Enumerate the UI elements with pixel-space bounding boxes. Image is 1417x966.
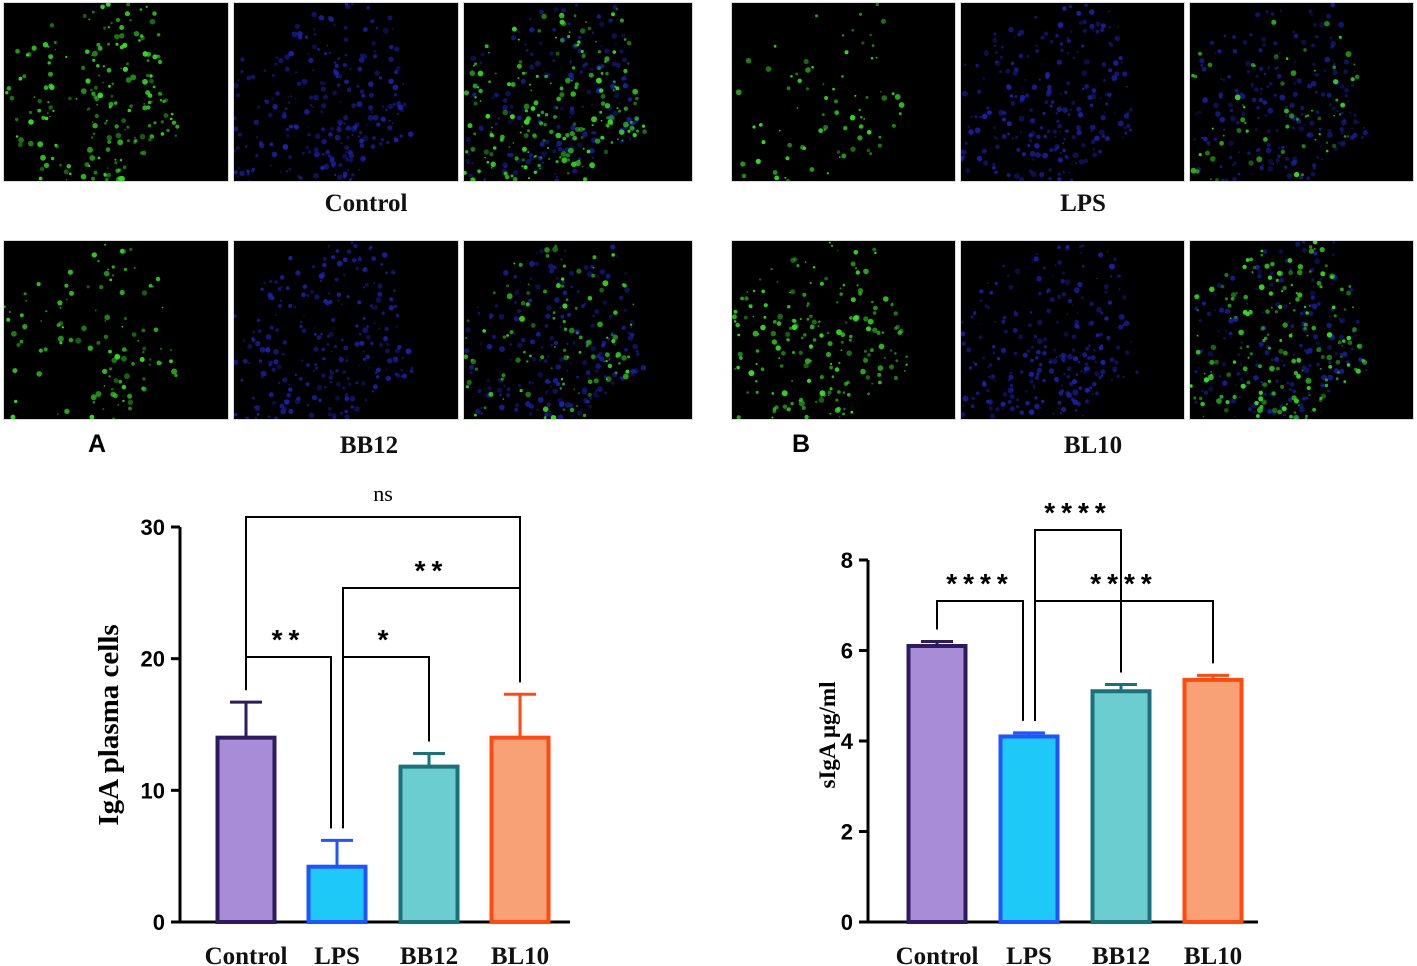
chart1-category-label: Control [205, 943, 288, 966]
micrograph-lps-merge [1189, 2, 1414, 182]
micrograph-bb12-iga [3, 240, 229, 420]
chart1-category-label: LPS [314, 943, 360, 966]
chart1-y-axis-label: IgA plasma cells [93, 624, 125, 825]
chart2-significance-bracket [1034, 529, 1122, 721]
chart2-category-label: Control [896, 943, 979, 966]
chart2-bar-lps [998, 734, 1060, 924]
chart1-tick-label: 0 [153, 910, 165, 935]
chart2-bar-bl10 [1182, 677, 1244, 924]
chart2-category-label: BL10 [1184, 943, 1242, 966]
micrograph-control-dapi [233, 2, 459, 182]
chart1-category-label: BB12 [400, 943, 458, 966]
chart2-tick-label: 2 [841, 820, 853, 845]
chart2-significance-label: **** [946, 568, 1014, 599]
chart2-significance-bracket [936, 600, 1024, 721]
chart1-significance-label: ** [272, 624, 306, 655]
micrograph-lps-dapi [960, 2, 1185, 182]
group-label-control: Control [324, 190, 408, 217]
chart1-tick-label: 20 [141, 647, 165, 672]
chart2-tick-label: 6 [841, 639, 853, 664]
chart1-tick-label: 10 [141, 778, 165, 803]
micrograph-control-merge [463, 2, 693, 182]
chart2-bar-bb12 [1090, 689, 1152, 924]
group-label-bl10: BL10 [1063, 432, 1123, 459]
micrograph-bl10-dapi [960, 240, 1185, 420]
chart1-tick-label: 30 [141, 515, 165, 540]
group-label-bb12: BB12 [339, 432, 399, 459]
chart1-significance-label: ** [415, 555, 449, 586]
chart1-bar-control [215, 735, 277, 925]
chart2-y-axis-label: sIgA μg/ml [815, 682, 840, 789]
panel-letter-b: B [792, 430, 811, 458]
group-label-lps: LPS [1060, 190, 1106, 217]
chart1-significance-bracket [245, 516, 521, 691]
chart2-significance-label: **** [1090, 568, 1158, 599]
micrograph-control-iga [3, 2, 229, 182]
chart1-significance-label: ns [373, 481, 393, 506]
chart2-tick-label: 4 [841, 729, 854, 754]
micrograph-bb12-dapi [233, 240, 459, 420]
chart2-category-label: BB12 [1092, 943, 1150, 966]
chart2-bar-control [906, 643, 968, 924]
chart2-significance-label: **** [1044, 497, 1112, 528]
chart1-significance-label: * [378, 624, 395, 655]
chart1-bar-bb12 [398, 764, 460, 925]
micrograph-bl10-merge [1189, 240, 1414, 420]
micrograph-bb12-merge [463, 240, 693, 420]
chart2-tick-label: 8 [841, 548, 853, 573]
chart1-category-label: BL10 [491, 943, 549, 966]
chart1-bar-lps [306, 864, 368, 925]
chart2-tick-label: 0 [841, 910, 853, 935]
chart2-category-label: LPS [1006, 943, 1052, 966]
panel-letter-a: A [88, 430, 107, 458]
micrograph-bl10-iga [731, 240, 956, 420]
micrograph-lps-iga [731, 2, 956, 182]
chart1-bar-bl10 [489, 735, 551, 925]
